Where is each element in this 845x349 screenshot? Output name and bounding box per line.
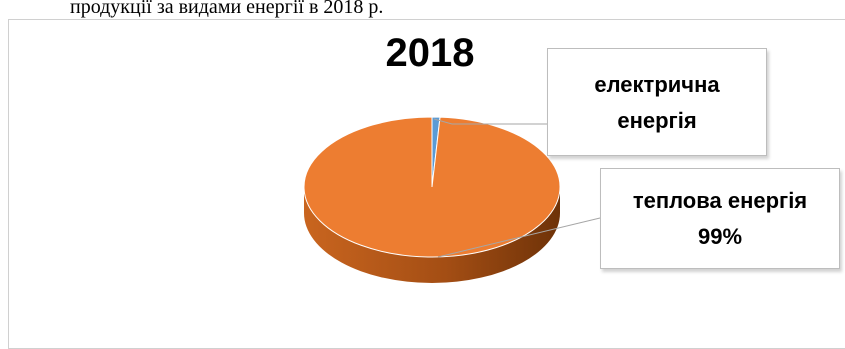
page-caption: продукції за видами енергії в 2018 р.: [70, 0, 384, 18]
callout-electric-line2: енергія: [617, 108, 697, 133]
leader-line-electric: [433, 118, 547, 125]
callout-thermal-line2: 99%: [697, 224, 743, 249]
callout-electric-energy: електрична енергія: [547, 48, 767, 156]
callout-thermal-line1: теплова енергія: [632, 188, 808, 213]
pie-side-wall: [304, 187, 560, 283]
callout-thermal-energy: теплова енергія 99%: [600, 168, 840, 269]
pie-slice-thermal-energy: [303, 116, 561, 258]
chart-title: 2018: [385, 31, 475, 75]
pie-chart: [303, 116, 601, 283]
callout-electric-line1: електрична: [594, 72, 720, 97]
leader-line-thermal: [437, 217, 601, 258]
